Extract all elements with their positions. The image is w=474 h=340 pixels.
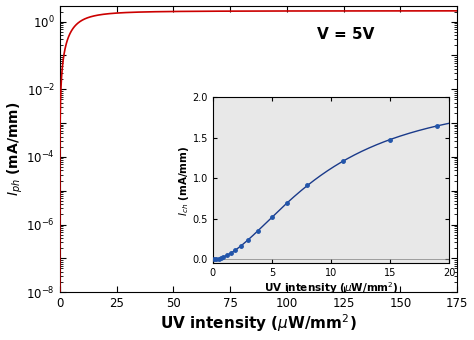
Y-axis label: $I_{ph}$ (mA/mm): $I_{ph}$ (mA/mm)	[6, 102, 25, 196]
Text: V = 5V: V = 5V	[317, 27, 374, 42]
X-axis label: UV intensity ($\mu$W/mm$^2$): UV intensity ($\mu$W/mm$^2$)	[160, 313, 357, 335]
